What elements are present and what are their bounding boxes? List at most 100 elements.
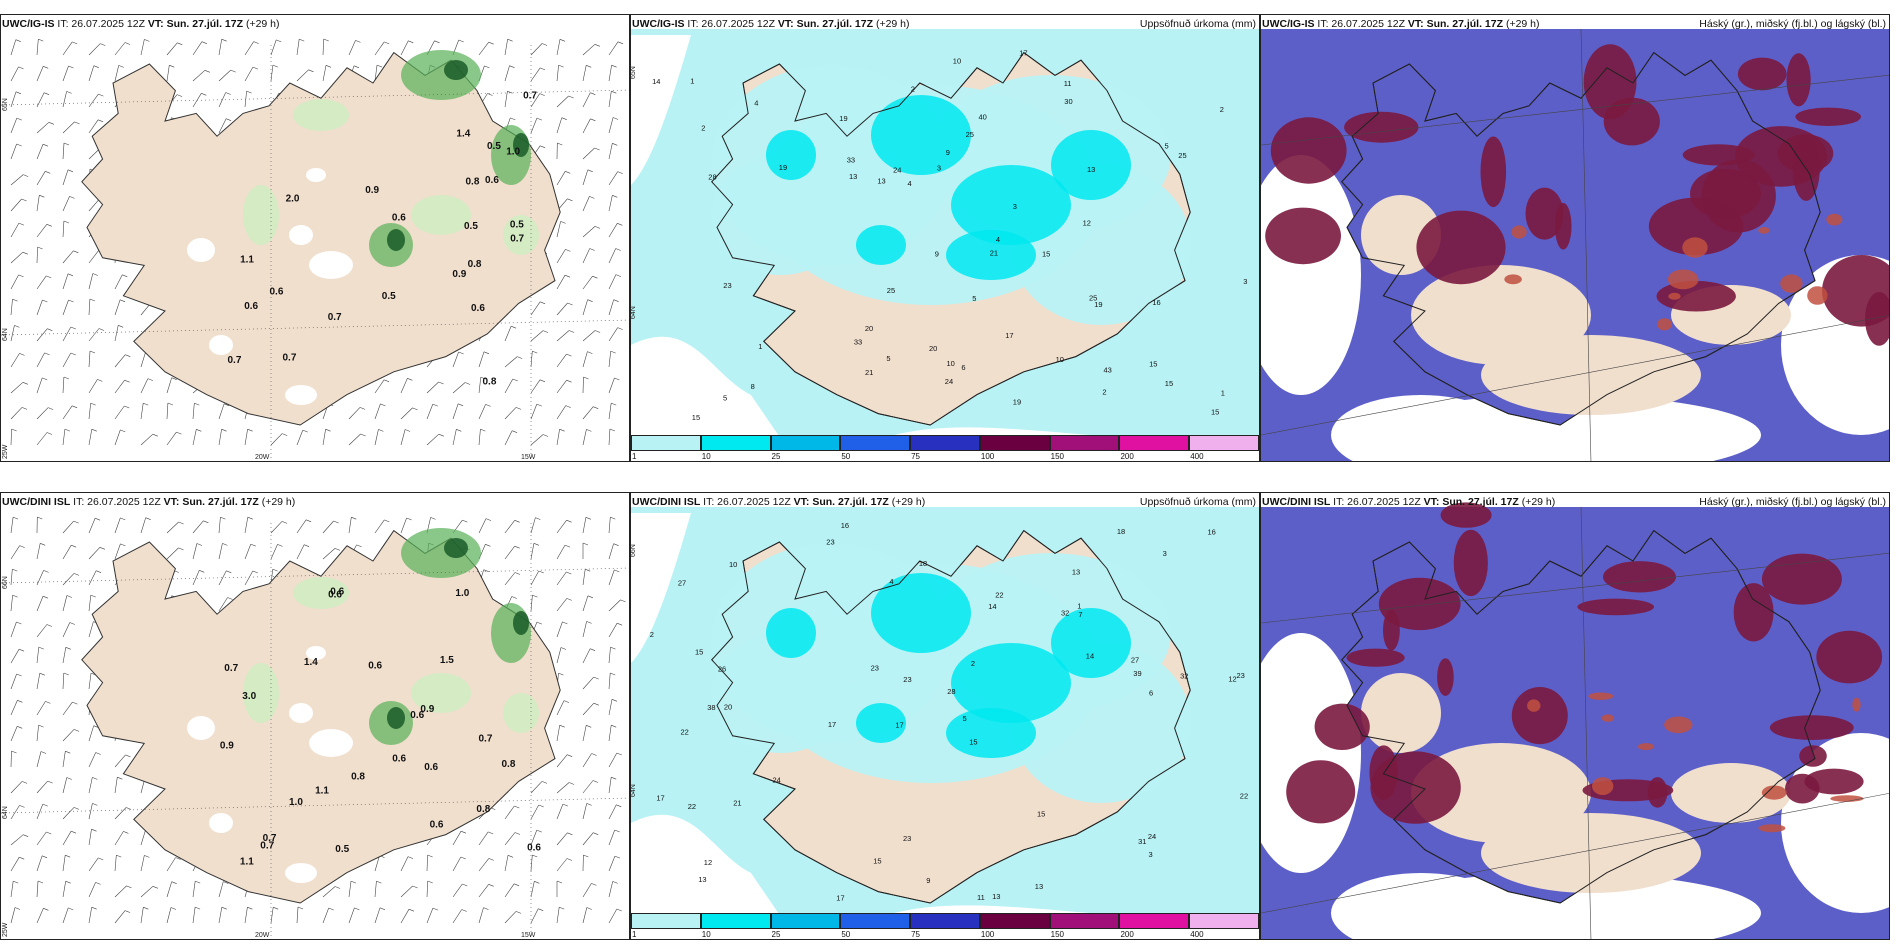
wind-barb-flag	[558, 672, 564, 676]
gust-value: 0.8	[351, 772, 365, 783]
wind-barb-flag	[194, 402, 200, 406]
wind-barb-flag	[38, 38, 44, 42]
wind-barb	[608, 543, 614, 560]
gust-value: 0.5	[487, 141, 501, 152]
wind-barb-flag	[74, 121, 80, 125]
wind-barb-flag	[485, 518, 492, 521]
wind-barb-flag	[23, 174, 29, 177]
wind-barb-flag	[589, 196, 595, 199]
wind-barb-flag	[566, 353, 572, 357]
wind-barb	[452, 429, 457, 446]
high-cloud-patch	[1370, 751, 1461, 824]
wind-barb	[296, 429, 304, 446]
wind-barb	[62, 220, 65, 238]
precip-value: 5	[1165, 141, 1169, 150]
wind-barb-flag	[48, 407, 54, 410]
wind-barb	[192, 520, 204, 534]
wind-barb-flag	[611, 724, 617, 728]
wind-barb-flag	[39, 194, 45, 198]
wind-barb-flag	[616, 752, 622, 756]
wind-barb	[62, 647, 67, 664]
mid-cloud-patch	[1758, 227, 1770, 234]
legend-swatch	[700, 913, 771, 929]
wind-barb-flag	[152, 433, 158, 437]
precip-value: 16	[841, 521, 849, 530]
wind-barb	[192, 70, 206, 82]
wind-barb-flag	[614, 855, 621, 859]
precip-value: 26	[718, 664, 726, 673]
precip-value: 10	[729, 560, 737, 569]
precip-value: 38	[707, 703, 715, 712]
wind-barb	[374, 429, 379, 446]
wind-barb-flag	[253, 41, 259, 44]
wind-barb-flag	[247, 906, 253, 910]
wind-barb	[62, 520, 74, 534]
wind-barb-flag	[612, 195, 618, 198]
wind-barb-flag	[565, 405, 571, 408]
wind-barb	[504, 39, 508, 56]
panel-header: UWC/IG-IS IT: 26.07.2025 12Z VT: Sun. 27…	[632, 18, 910, 30]
precip-value: 15	[695, 648, 703, 657]
wind-barb-flag	[511, 596, 517, 599]
gust-area	[293, 577, 349, 609]
precip-value: 33	[854, 337, 862, 346]
wind-barb-flag	[432, 403, 438, 407]
wind-barb-flag	[587, 299, 593, 302]
wind-barb-flag	[559, 428, 565, 432]
wind-barb-flag	[120, 517, 126, 521]
wind-barb-flag	[124, 405, 130, 409]
wind-barb-flag	[44, 352, 50, 356]
wind-barb	[62, 376, 65, 394]
wind-barb-flag	[122, 274, 128, 278]
wind-barb-flag	[567, 198, 573, 202]
wind-barb-flag	[539, 145, 546, 149]
precip-value: 4	[996, 235, 1000, 244]
high-cloud-patch	[1769, 715, 1854, 740]
precip-value: 27	[1131, 655, 1139, 664]
precip-value: 5	[963, 714, 967, 723]
panel-title: Uppsöfnuð úrkoma (mm)	[1139, 496, 1256, 508]
wind-barb-flag	[12, 298, 18, 302]
wind-barb	[530, 804, 539, 820]
wind-barb-flag	[587, 351, 593, 354]
wind-barb-flag	[118, 65, 124, 68]
wind-barb	[88, 777, 93, 794]
wind-barb-flag	[18, 66, 24, 70]
gust-value: 0.5	[335, 844, 349, 855]
wind-barb	[556, 330, 570, 342]
legend-swatch	[910, 913, 980, 929]
wind-barb-flag	[514, 545, 520, 549]
legend-swatch	[840, 435, 911, 451]
wind-barb	[582, 883, 592, 898]
wind-barb	[608, 428, 611, 446]
wind-barb-flag	[226, 570, 232, 574]
panel-title: Háský (gr.), miðský (fj.bl.) og lágský (…	[1699, 18, 1886, 30]
wind-barb-flag	[515, 407, 522, 410]
wind-barb-flag	[568, 330, 575, 333]
wind-barb-flag	[144, 39, 150, 42]
wind-barb	[62, 881, 66, 898]
lon-label: 15W	[521, 932, 536, 939]
wind-barb-flag	[12, 568, 18, 572]
wind-barb-flag	[272, 64, 279, 68]
wind-barb-flag	[70, 830, 77, 834]
wind-barb-flag	[485, 544, 491, 547]
wind-barb-flag	[384, 41, 390, 45]
wind-barb-flag	[89, 350, 96, 354]
wind-barb-flag	[299, 38, 305, 42]
wind-barb-flag	[609, 428, 616, 432]
wind-barb	[10, 274, 19, 290]
wind-barb	[452, 831, 462, 846]
panel-header: UWC/IG-IS IT: 26.07.2025 12Z VT: Sun. 27…	[2, 18, 280, 30]
wind-barb	[10, 781, 23, 794]
wind-barb-flag	[565, 171, 571, 174]
wind-barb-flag	[176, 431, 182, 435]
wind-barb-flag	[359, 407, 366, 410]
mid-cloud-patch	[1807, 286, 1828, 305]
wind-barb-flag	[41, 855, 48, 859]
wind-barb-flag	[615, 274, 622, 277]
high-cloud-patch	[1865, 292, 1889, 346]
wind-barb-flag	[568, 782, 575, 785]
wind-barb-flag	[594, 226, 601, 229]
wind-barb-flag	[125, 354, 131, 357]
